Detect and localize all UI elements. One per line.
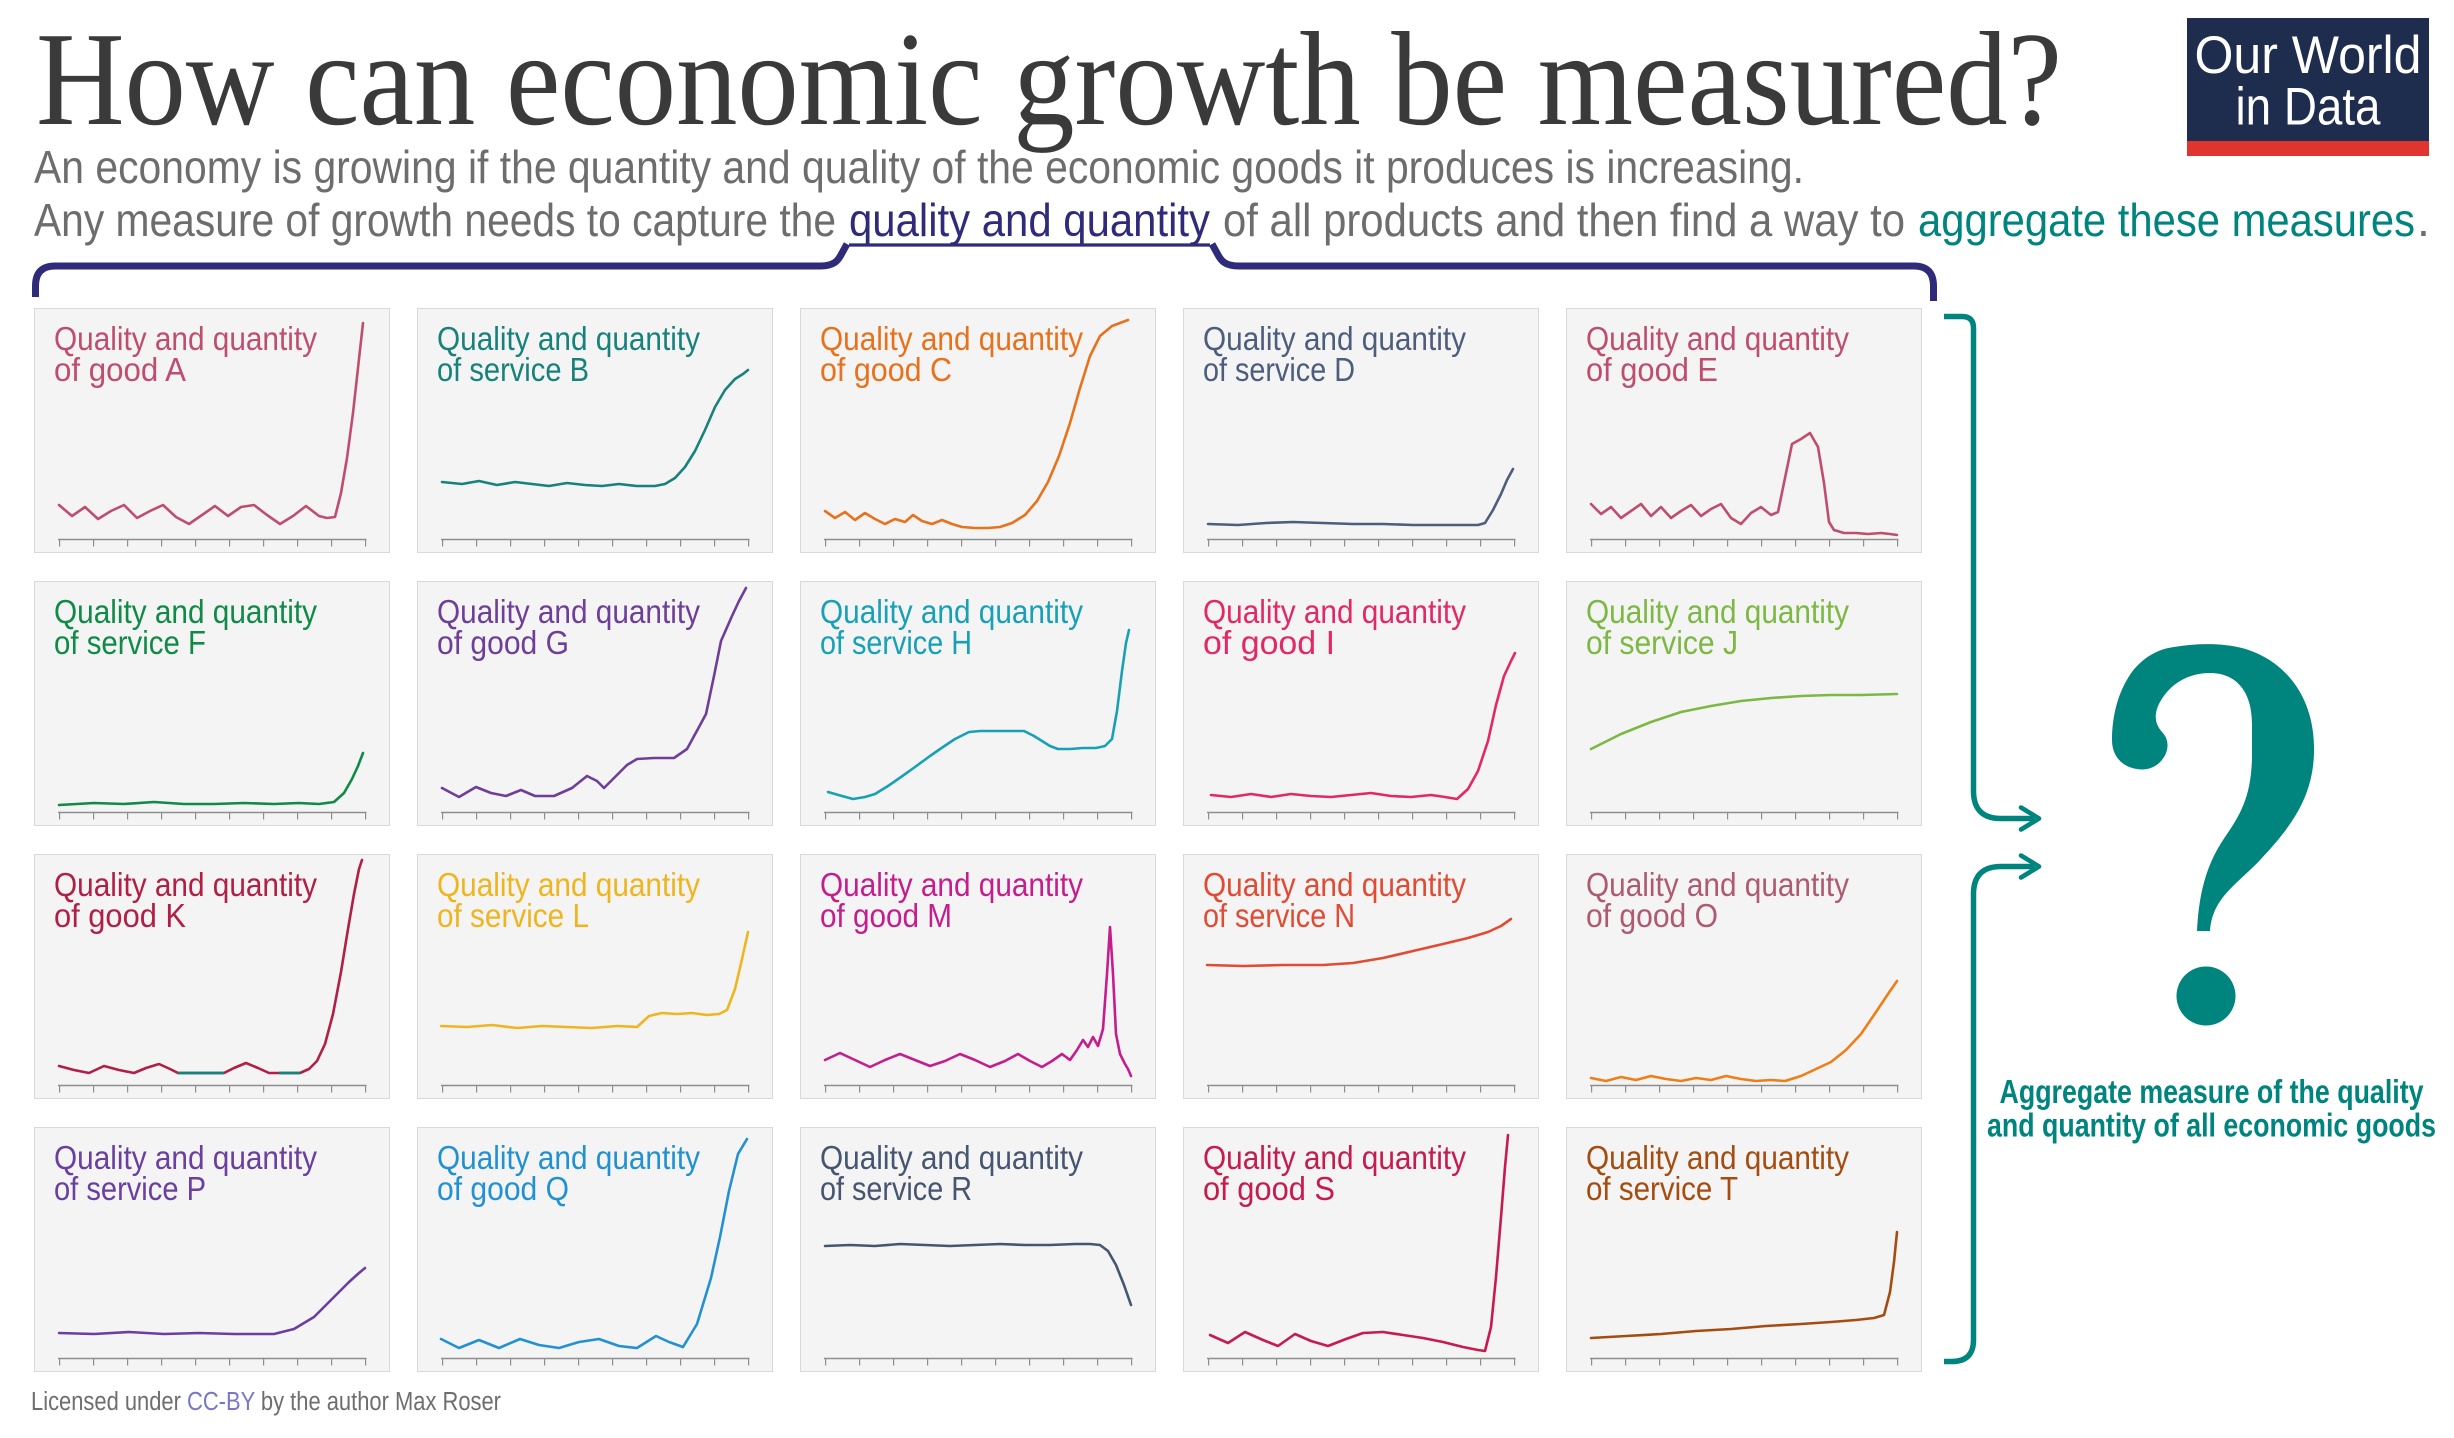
svg-text:of good M: of good M: [820, 897, 952, 934]
svg-text:Quality and quantity: Quality and quantity: [820, 866, 1083, 903]
svg-text:of good E: of good E: [1586, 351, 1718, 388]
svg-text:of good S: of good S: [1203, 1170, 1335, 1207]
svg-text:Quality and quantity: Quality and quantity: [1586, 593, 1849, 630]
svg-text:in Data: in Data: [2236, 78, 2381, 137]
svg-text:of service P: of service P: [54, 1170, 206, 1207]
svg-text:Aggregate measure of the quali: Aggregate measure of the quality: [2000, 1073, 2425, 1110]
svg-text:of service T: of service T: [1586, 1170, 1738, 1207]
svg-text:Quality and quantity: Quality and quantity: [437, 866, 700, 903]
svg-text:of good K: of good K: [54, 897, 186, 934]
svg-text:aggregate these measures: aggregate these measures: [1918, 194, 2415, 246]
svg-text:Quality and quantity: Quality and quantity: [437, 1139, 700, 1176]
svg-text:of service J: of service J: [1586, 624, 1738, 661]
svg-text:of service D: of service D: [1203, 351, 1355, 388]
svg-text:Quality and quantity: Quality and quantity: [1586, 1139, 1849, 1176]
svg-text:and quantity of all economic g: and quantity of all economic goods: [1987, 1107, 2436, 1144]
svg-text:How can economic growth be mea: How can economic growth be measured?: [36, 5, 2062, 153]
svg-text:of service H: of service H: [820, 624, 972, 661]
svg-text:Quality and quantity: Quality and quantity: [1203, 1139, 1466, 1176]
svg-text:of good G: of good G: [437, 624, 569, 661]
svg-text:.: .: [2417, 194, 2430, 246]
svg-text:Quality and quantity: Quality and quantity: [1586, 866, 1849, 903]
svg-text:Quality and quantity: Quality and quantity: [820, 593, 1083, 630]
svg-text:of all products and then find: of all products and then find a way to: [1223, 194, 1905, 246]
svg-text:of good A: of good A: [54, 351, 186, 388]
svg-text:Quality and quantity: Quality and quantity: [820, 1139, 1083, 1176]
svg-text:of service F: of service F: [54, 624, 206, 661]
svg-text:Quality and quantity: Quality and quantity: [437, 320, 700, 357]
svg-text:Our World: Our World: [2195, 26, 2422, 85]
svg-text:Quality and quantity: Quality and quantity: [54, 1139, 317, 1176]
svg-text:of service R: of service R: [820, 1170, 972, 1207]
svg-text:Quality and quantity: Quality and quantity: [1203, 866, 1466, 903]
svg-text:Quality and quantity: Quality and quantity: [820, 320, 1083, 357]
svg-text:Licensed under CC-BY by the au: Licensed under CC-BY by the author Max R…: [31, 1388, 501, 1416]
svg-text:of good O: of good O: [1586, 897, 1718, 934]
svg-text:Any measure of growth needs to: Any measure of growth needs to capture t…: [34, 194, 836, 246]
svg-text:Quality and quantity: Quality and quantity: [1586, 320, 1849, 357]
svg-text:Quality and quantity: Quality and quantity: [437, 593, 700, 630]
svg-text:quality and quantity: quality and quantity: [849, 194, 1211, 246]
svg-text:Quality and quantity: Quality and quantity: [54, 320, 317, 357]
svg-text:of service B: of service B: [437, 351, 589, 388]
svg-text:An economy is growing if the q: An economy is growing if the quantity an…: [34, 141, 1804, 193]
svg-text:of service L: of service L: [437, 897, 589, 934]
svg-text:of good Q: of good Q: [437, 1170, 569, 1207]
svg-text:Quality and quantity: Quality and quantity: [1203, 320, 1466, 357]
svg-text:of service N: of service N: [1203, 897, 1355, 934]
svg-text:Quality and quantity: Quality and quantity: [54, 593, 317, 630]
svg-text:of good C: of good C: [820, 351, 952, 388]
svg-text:of good I: of good I: [1203, 624, 1335, 661]
svg-text:Quality and quantity: Quality and quantity: [54, 866, 317, 903]
svg-text:Quality and quantity: Quality and quantity: [1203, 593, 1466, 630]
